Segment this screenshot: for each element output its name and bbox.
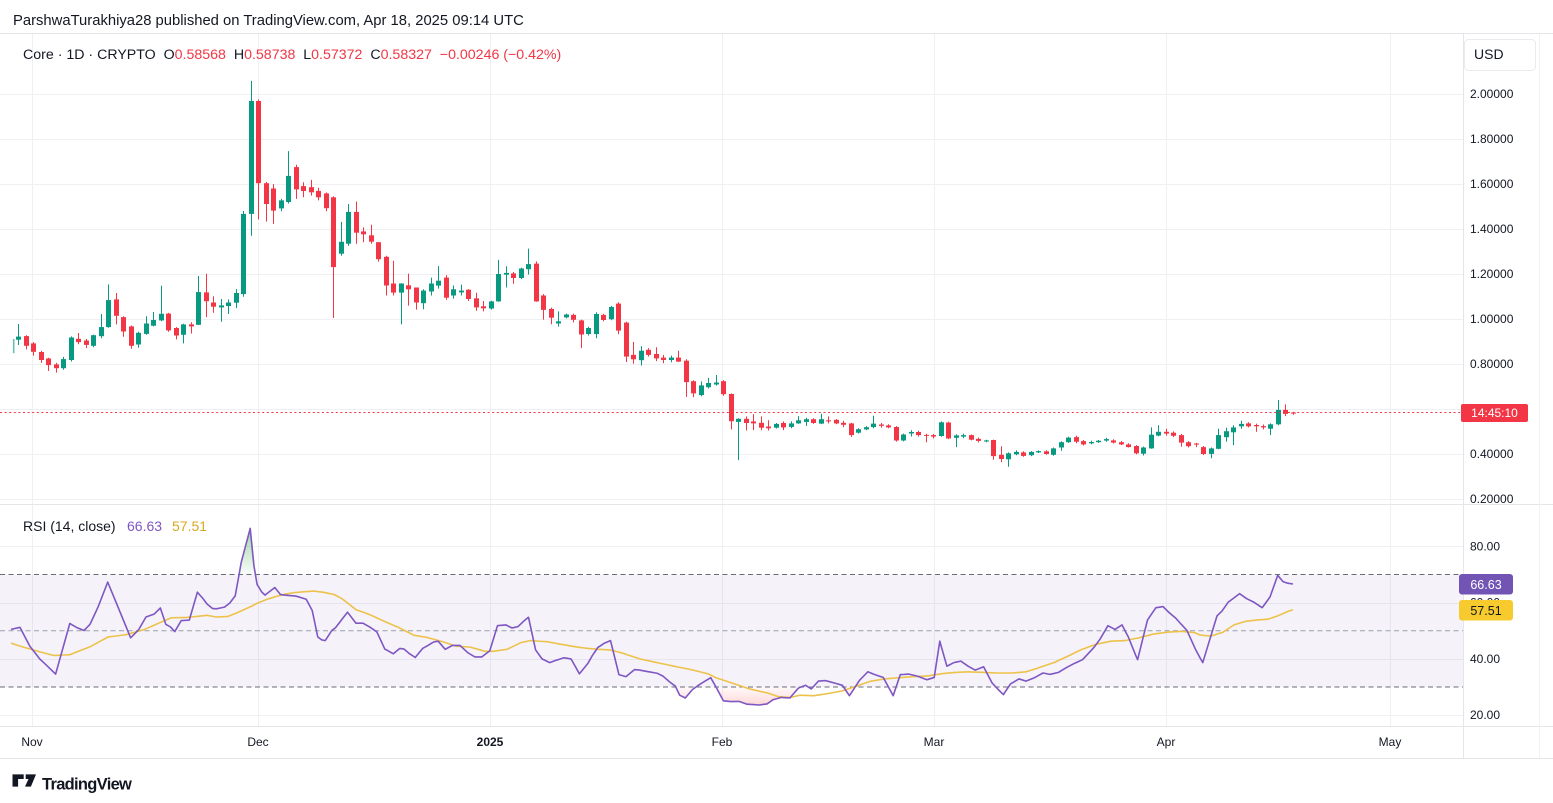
svg-text:Dec: Dec: [247, 735, 268, 749]
svg-text:1.40000: 1.40000: [1470, 222, 1514, 236]
svg-text:20.00: 20.00: [1470, 708, 1500, 722]
svg-text:0.80000: 0.80000: [1470, 357, 1514, 371]
svg-text:May: May: [1379, 735, 1402, 749]
svg-text:ParshwaTurakhiya28 published o: ParshwaTurakhiya28 published on TradingV…: [13, 13, 524, 29]
svg-text:40.00: 40.00: [1470, 652, 1500, 666]
svg-text:1.20000: 1.20000: [1470, 267, 1514, 281]
svg-text:0.20000: 0.20000: [1470, 492, 1514, 506]
svg-text:14:45:10: 14:45:10: [1471, 406, 1518, 420]
svg-text:Mar: Mar: [924, 735, 945, 749]
svg-text:Feb: Feb: [712, 735, 733, 749]
svg-text:66.63: 66.63: [127, 518, 162, 534]
svg-text:1.60000: 1.60000: [1470, 177, 1514, 191]
svg-text:0.40000: 0.40000: [1470, 447, 1514, 461]
svg-text:66.63: 66.63: [1470, 578, 1501, 592]
svg-text:RSI (14, close): RSI (14, close): [23, 518, 116, 534]
svg-text:1.80000: 1.80000: [1470, 132, 1514, 146]
svg-text:Nov: Nov: [21, 735, 42, 749]
svg-text:USD: USD: [1474, 46, 1504, 62]
svg-text:2.00000: 2.00000: [1470, 87, 1514, 101]
svg-text:57.51: 57.51: [172, 518, 207, 534]
svg-text:Core · 1D · CRYPTO O0.58568: Core · 1D · CRYPTO O0.58568 H0.58738 L0.…: [23, 47, 561, 63]
svg-text:57.51: 57.51: [1470, 604, 1501, 618]
svg-text:80.00: 80.00: [1470, 539, 1500, 553]
svg-text:Apr: Apr: [1157, 735, 1176, 749]
svg-text:2025: 2025: [477, 735, 504, 749]
svg-text:TradingView: TradingView: [42, 776, 132, 794]
svg-text:1.00000: 1.00000: [1470, 312, 1514, 326]
